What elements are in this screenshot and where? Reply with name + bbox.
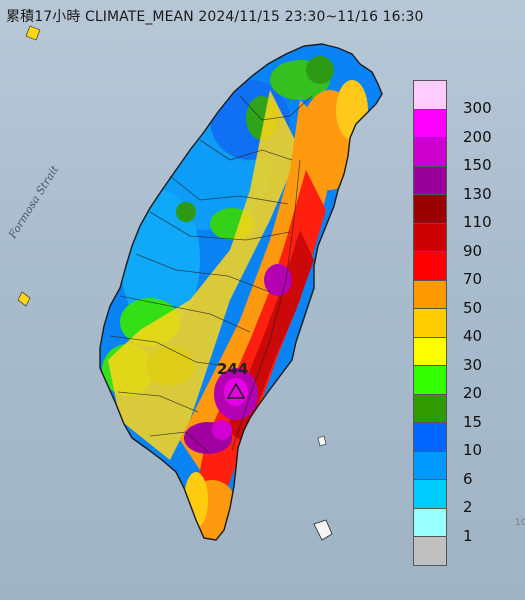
legend-swatch [413, 479, 447, 509]
legend-swatch [413, 393, 447, 424]
legend-swatch [413, 165, 447, 196]
lanyu-island [313, 519, 333, 541]
legend-swatch [413, 336, 447, 367]
legend-label: 200 [463, 127, 492, 146]
legend-label: 30 [463, 355, 483, 374]
penghu-islands [17, 25, 41, 307]
legend-label: 90 [463, 241, 483, 260]
peak-value-label: 244 [217, 360, 249, 378]
legend-swatch [413, 137, 447, 167]
legend-swatch [413, 536, 447, 566]
legend-swatch [413, 279, 447, 310]
legend-swatch [413, 450, 447, 481]
triangle-marker [226, 382, 246, 399]
legend-swatch [413, 308, 447, 338]
legend-swatch [413, 365, 447, 395]
legend-label: 20 [463, 384, 483, 402]
legend-label: 40 [463, 327, 483, 345]
legend-swatch [413, 194, 447, 224]
corner-mark: 10 [515, 518, 525, 528]
green-island [317, 435, 327, 447]
legend-label: 70 [463, 270, 483, 288]
legend-label: 130 [463, 184, 492, 203]
legend-label: 50 [463, 298, 483, 317]
legend-swatch [413, 80, 447, 110]
county-boundaries [109, 95, 313, 453]
map-title: 累積17小時 CLIMATE_MEAN 2024/11/15 23:30~11/… [6, 9, 424, 25]
legend-label: 150 [463, 156, 492, 174]
legend-swatch [413, 222, 447, 253]
legend-label: 15 [463, 412, 483, 431]
legend-swatch [413, 507, 447, 538]
legend-swatch [413, 108, 447, 139]
legend-label: 6 [463, 469, 473, 488]
legend-label: 1 [463, 526, 473, 545]
rainfall-legend: 300 200 150 130 110 90 70 50 40 30 20 15 10 6 2 1 [413, 80, 515, 570]
legend-swatch [413, 251, 447, 281]
legend-label: 10 [463, 441, 483, 459]
rainfall-field [102, 56, 368, 540]
legend-label: 110 [463, 213, 492, 231]
legend-label: 300 [463, 99, 492, 117]
legend-swatch [413, 422, 447, 452]
legend-label: 2 [463, 498, 473, 516]
